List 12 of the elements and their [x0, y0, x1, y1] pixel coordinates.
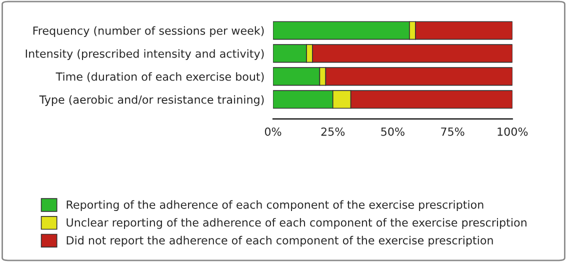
legend-label: Unclear reporting of the adherence of each component of the exercise prescription	[66, 218, 526, 229]
y-tick-label: Time (duration of each exercise bout)	[56, 72, 264, 82]
x-tick-label: 100%	[498, 127, 528, 136]
y-tick-label: Intensity (prescribed intensity and activity)	[26, 49, 264, 60]
x-tick-label: 75%	[441, 127, 464, 136]
x-tick-label: 25%	[321, 127, 345, 136]
y-tick-label: Frequency (number of sessions per week)	[33, 26, 264, 37]
y-tick-label: Type (aerobic and/or resistance training)	[39, 95, 264, 106]
x-tick-label: 50%	[381, 127, 404, 136]
legend-label: Reporting of the adherence of each component of the exercise prescription	[66, 200, 484, 211]
x-tick-label: 0%	[264, 127, 282, 136]
legend-label: Did not report the adherence of each component of the exercise prescription	[66, 236, 493, 247]
